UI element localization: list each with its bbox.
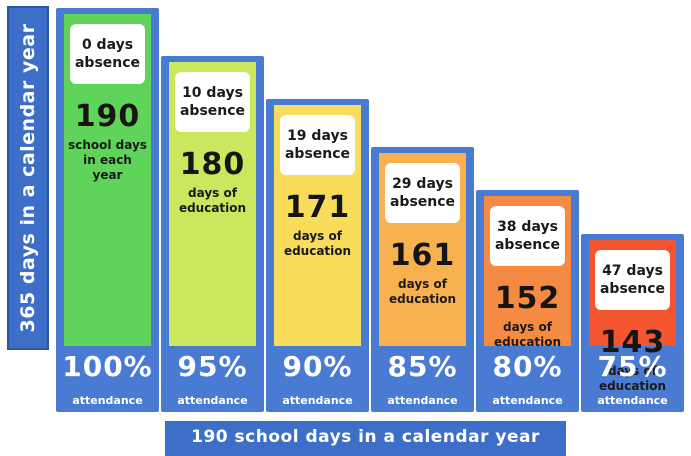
absence-label: 29 days absence [385, 163, 460, 224]
days-caption: days of education [493, 320, 562, 350]
days-value: 190 [74, 99, 141, 134]
attendance-percent: 95% [177, 350, 248, 383]
days-value: 143 [599, 324, 666, 360]
attendance-percent: 85% [387, 350, 458, 383]
attendance-caption: attendance [282, 394, 353, 407]
attendance-percent: 80% [492, 350, 563, 383]
attendance-caption: attendance [177, 394, 248, 407]
days-caption: days of education [388, 277, 457, 307]
x-axis-label: 190 school days in a calendar year [191, 427, 540, 447]
y-axis-banner: 365 days in a calendar year [7, 6, 49, 350]
absence-label: 38 days absence [490, 206, 565, 267]
days-value: 161 [389, 238, 456, 274]
x-axis-banner: 190 school days in a calendar year [165, 421, 566, 456]
y-axis-label: 365 days in a calendar year [17, 23, 39, 333]
absence-label: 19 days absence [280, 115, 355, 176]
days-caption: school days in each year [68, 138, 147, 182]
attendance-caption: attendance [492, 394, 563, 407]
days-value: 180 [179, 147, 246, 182]
absence-label: 10 days absence [175, 72, 250, 132]
days-caption: days of education [598, 363, 667, 393]
attendance-percent: 75% [597, 350, 668, 383]
attendance-caption: attendance [387, 394, 458, 407]
attendance-percent: 90% [282, 350, 353, 383]
attendance-percent: 100% [62, 350, 153, 383]
days-value: 152 [494, 281, 561, 317]
attendance-caption: attendance [597, 394, 668, 407]
absence-label: 0 days absence [70, 24, 145, 84]
attendance-caption: attendance [72, 394, 143, 407]
days-caption: days of education [283, 229, 352, 259]
days-value: 171 [284, 190, 351, 226]
absence-label: 47 days absence [595, 249, 670, 310]
days-caption: days of education [178, 186, 247, 215]
